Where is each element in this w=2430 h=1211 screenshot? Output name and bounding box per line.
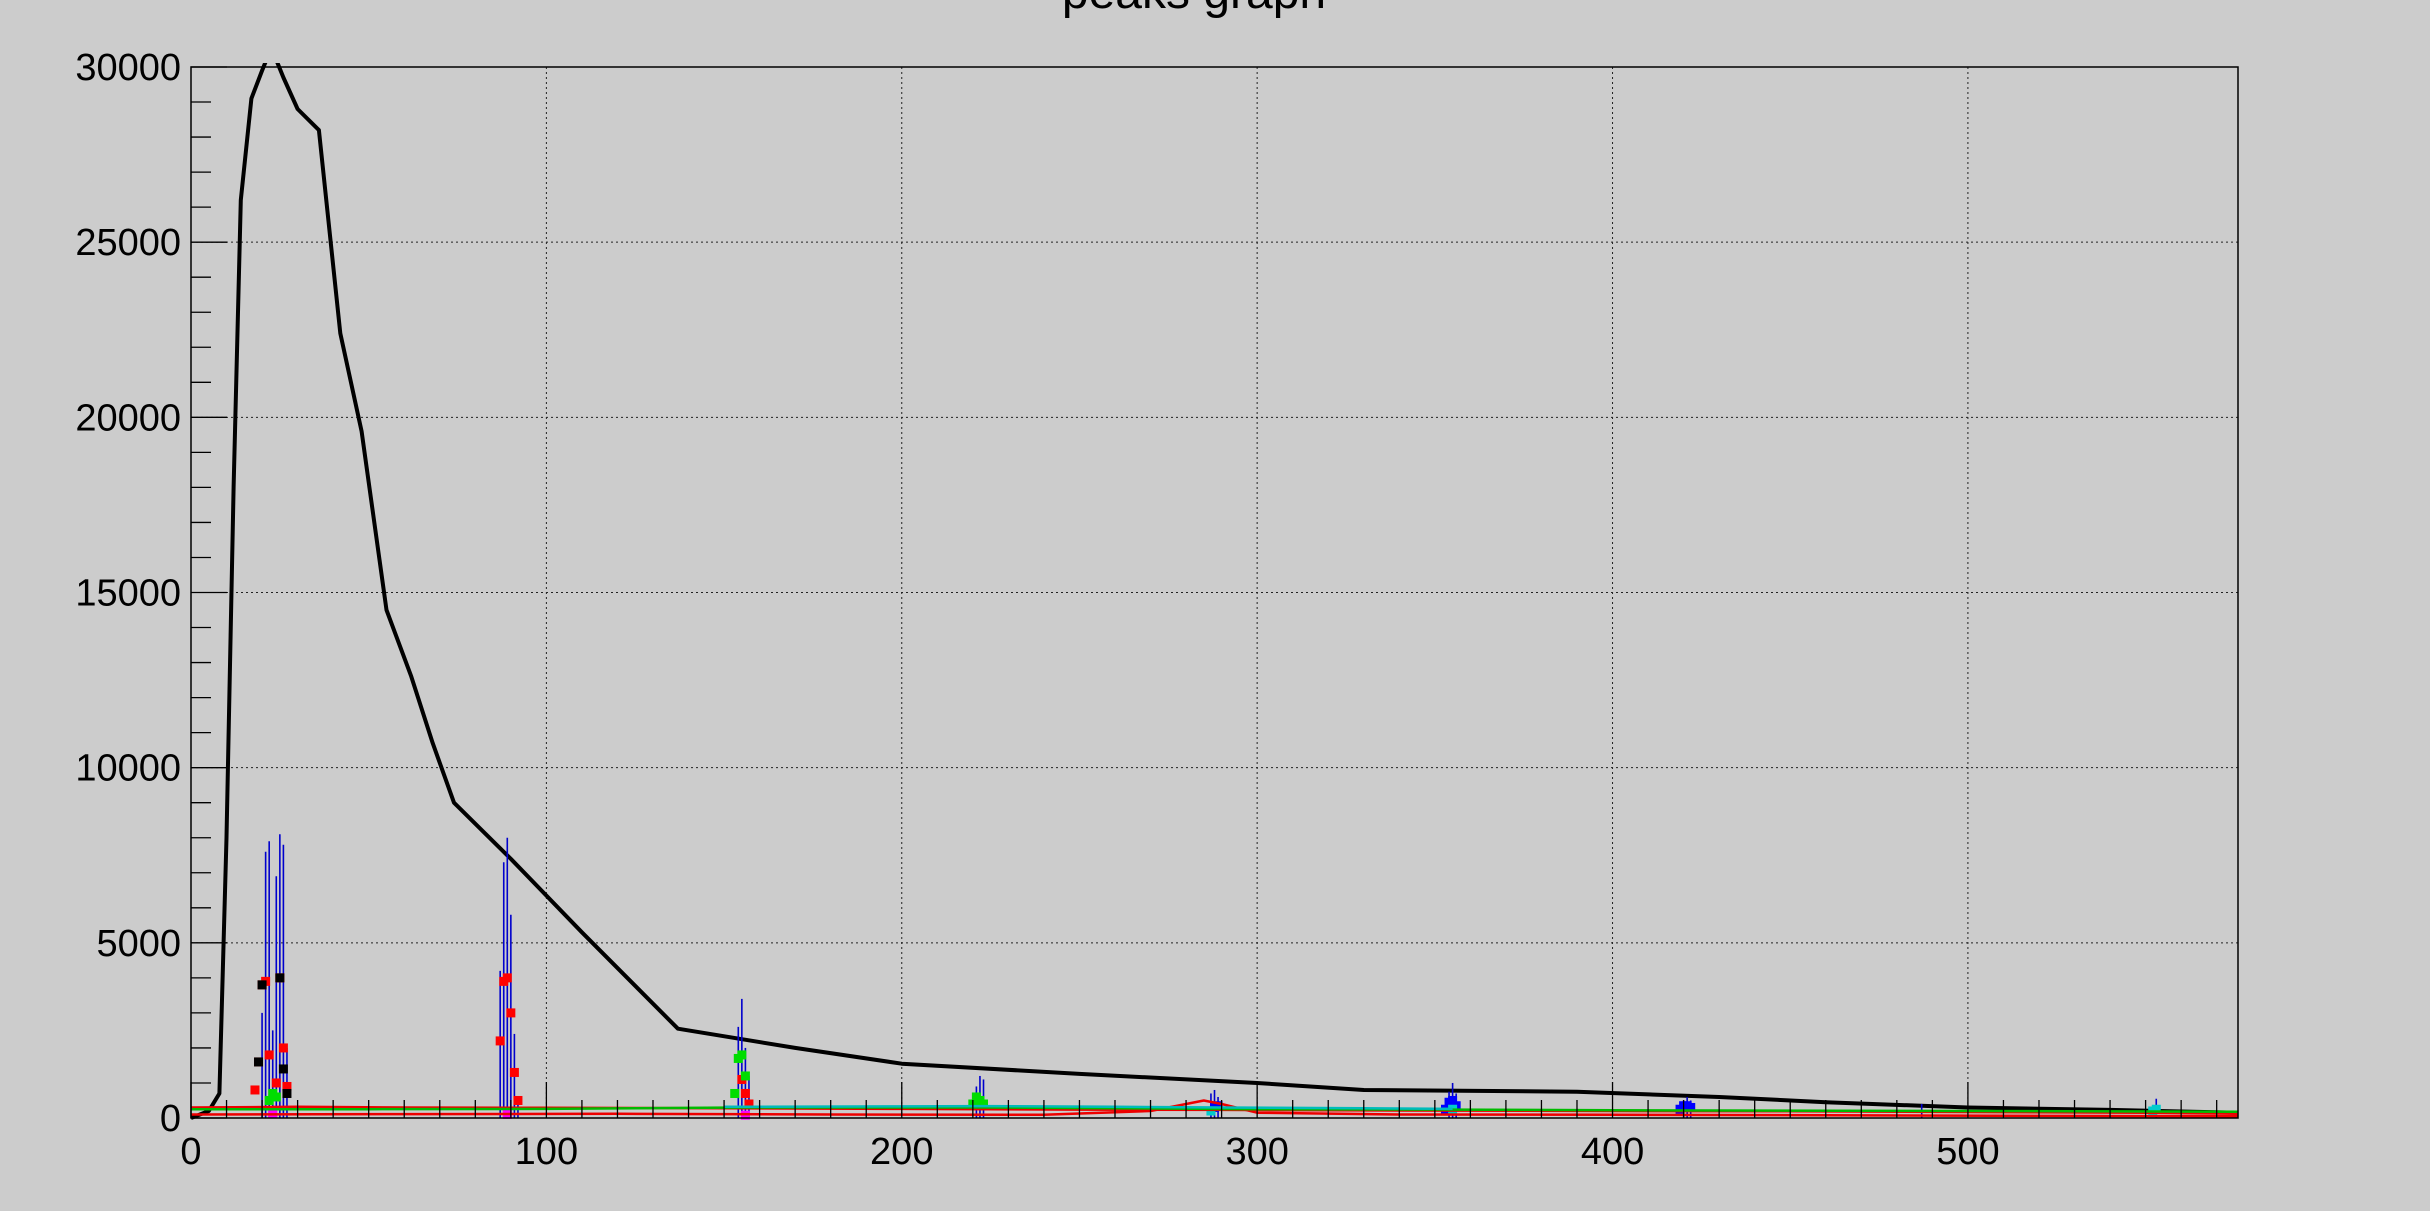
- series-point: [278, 1043, 288, 1053]
- x-tick-label: 500: [1936, 1131, 1999, 1173]
- series-point: [495, 1036, 505, 1046]
- x-tick-label: 400: [1581, 1131, 1644, 1173]
- series-point: [513, 1095, 523, 1105]
- series-point: [979, 1099, 989, 1109]
- series-point: [2151, 1104, 2161, 1114]
- series-point: [1686, 1102, 1696, 1112]
- series-point: [257, 980, 267, 990]
- series-point: [737, 1050, 747, 1060]
- grid: [191, 67, 2238, 1118]
- series-point: [740, 1088, 750, 1098]
- y-tick-label: 10000: [75, 748, 181, 790]
- series-point: [730, 1088, 740, 1098]
- y-tick-label: 0: [160, 1098, 181, 1140]
- y-tick-label: 25000: [75, 222, 181, 264]
- series-point: [264, 1050, 274, 1060]
- y-tick-label: 20000: [75, 397, 181, 439]
- series-point: [271, 1078, 281, 1088]
- series-point: [1448, 1095, 1458, 1105]
- series-point: [271, 1092, 281, 1102]
- series-point: [506, 1008, 516, 1018]
- series-point: [509, 1067, 519, 1077]
- series-point: [278, 1064, 288, 1074]
- series-point: [744, 1099, 754, 1109]
- series-line: [191, 1106, 2238, 1113]
- series-point: [740, 1071, 750, 1081]
- x-tick-label: 100: [515, 1131, 578, 1173]
- x-tick-label: 200: [870, 1131, 933, 1173]
- series-point: [502, 973, 512, 983]
- axes: 0 5000 10000 15000 20000 25000 30000 0 100 200 300…: [75, 47, 2239, 1173]
- series-point: [264, 1095, 274, 1105]
- y-tick-label: 15000: [75, 573, 181, 615]
- series-point: [1213, 1101, 1223, 1111]
- series-line: [191, 63, 2238, 1120]
- series-point: [250, 1085, 260, 1095]
- series-point: [282, 1081, 292, 1091]
- y-tick-label: 30000: [75, 47, 181, 89]
- series-point: [275, 973, 285, 983]
- series-point: [254, 1057, 264, 1067]
- x-tick-label: 0: [180, 1131, 201, 1173]
- chart-title: peaks graph: [1062, 0, 1326, 19]
- x-tick-label: 300: [1225, 1131, 1288, 1173]
- series-point: [282, 1088, 292, 1098]
- y-tick-label: 5000: [96, 923, 181, 965]
